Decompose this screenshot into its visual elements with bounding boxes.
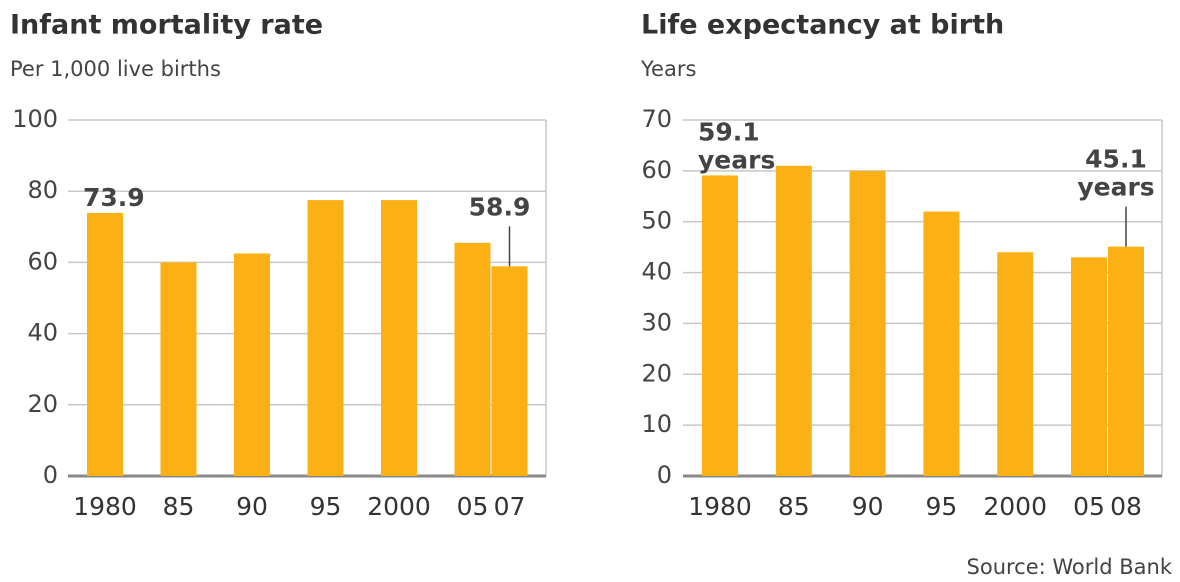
y-tick-label: 30 (641, 308, 672, 336)
source: Source: World Bank (967, 555, 1173, 579)
bar (997, 252, 1034, 476)
x-tick-label: 95 (310, 492, 342, 521)
x-tick-label: 07 (494, 492, 526, 521)
y-tick-label: 100 (12, 105, 58, 133)
y-tick-label: 0 (657, 461, 672, 489)
chart-title: Infant mortality rate (10, 10, 323, 41)
bar (1071, 257, 1107, 476)
value-label: 73.9 (83, 183, 145, 212)
x-tick-label: 1980 (688, 492, 752, 521)
chart-subtitle: Per 1,000 live births (10, 57, 221, 81)
bar (307, 200, 344, 476)
y-tick-label: 20 (27, 390, 58, 418)
x-tick-label: 05 (457, 492, 489, 521)
y-tick-label: 40 (27, 319, 58, 347)
y-tick-label: 60 (27, 247, 58, 275)
x-tick-label: 05 (1073, 492, 1105, 521)
value-label: 59.1 years (698, 117, 775, 174)
bar (160, 262, 197, 476)
x-tick-label: 2000 (367, 492, 431, 521)
y-tick-label: 40 (641, 258, 672, 286)
x-tick-label: 95 (925, 492, 957, 521)
bar (234, 253, 270, 476)
x-tick-label: 1980 (73, 492, 137, 521)
x-tick-label: 85 (778, 492, 810, 521)
value-label: 58.9 (469, 192, 531, 221)
bar (923, 211, 960, 477)
bar (702, 175, 738, 477)
bar (454, 242, 491, 476)
value-label: 45.1 years (1077, 145, 1154, 202)
chart-title: Life expectancy at birth (641, 10, 1004, 41)
x-tick-label: 08 (1110, 492, 1142, 521)
y-tick-label: 80 (27, 176, 58, 204)
y-tick-label: 0 (43, 461, 58, 489)
y-tick-label: 50 (641, 207, 672, 235)
bar (1108, 246, 1144, 476)
y-tick-label: 10 (641, 410, 672, 438)
x-tick-label: 90 (236, 492, 268, 521)
bar (381, 200, 417, 476)
x-tick-label: 2000 (983, 492, 1047, 521)
y-tick-label: 70 (641, 105, 672, 133)
bar (87, 212, 123, 476)
bar (491, 266, 528, 476)
y-tick-label: 20 (641, 359, 672, 387)
x-tick-label: 85 (163, 492, 195, 521)
bar (849, 170, 886, 476)
y-tick-label: 60 (641, 156, 672, 184)
x-tick-label: 90 (852, 492, 884, 521)
chart-subtitle: Years (640, 57, 696, 81)
bar (775, 165, 812, 476)
